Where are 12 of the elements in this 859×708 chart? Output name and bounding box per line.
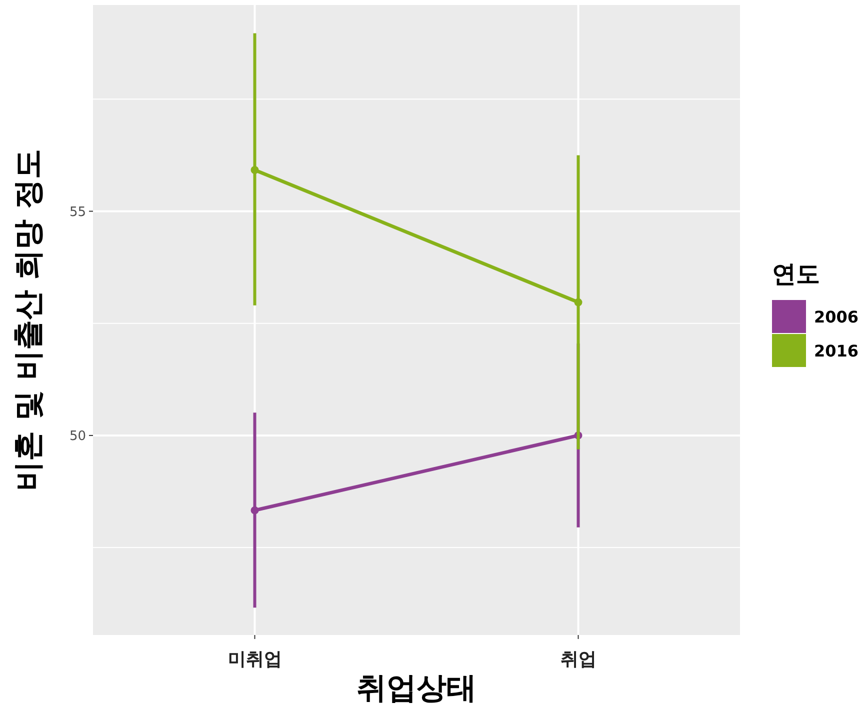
x-tick-label: 미취업 xyxy=(228,649,282,670)
x-axis-title: 취업상태 xyxy=(356,671,476,706)
point xyxy=(250,506,259,514)
y-tick-label: 50 xyxy=(69,429,86,444)
point xyxy=(250,166,259,174)
legend-label: 2016 xyxy=(814,342,859,361)
y-tick-label: 55 xyxy=(69,204,86,220)
legend-label: 2006 xyxy=(814,308,859,327)
point xyxy=(574,298,582,306)
x-tick-label: 취업 xyxy=(560,649,596,670)
y-axis-title: 비혼 및 비출산 희망 정도 xyxy=(11,149,46,491)
legend-title: 연도 xyxy=(772,260,820,288)
